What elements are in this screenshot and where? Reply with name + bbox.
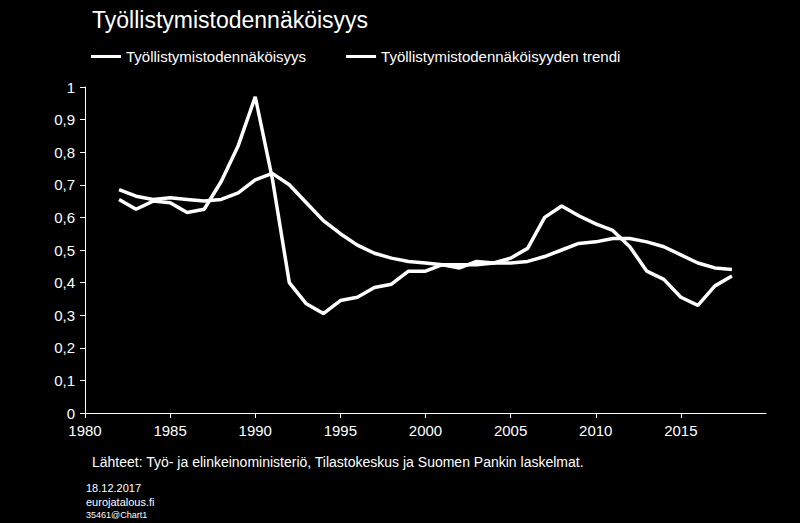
svg-text:0,9: 0,9 <box>54 111 75 128</box>
svg-text:Lähteet: Työ- ja elinkeinomini: Lähteet: Työ- ja elinkeinoministeriö, Ti… <box>92 454 584 470</box>
svg-text:Työllistymistodennäköisyys: Työllistymistodennäköisyys <box>126 48 306 65</box>
svg-text:1985: 1985 <box>153 422 186 439</box>
svg-text:1980: 1980 <box>68 422 101 439</box>
svg-text:0: 0 <box>67 405 75 422</box>
svg-text:2010: 2010 <box>579 422 612 439</box>
svg-text:Työllistymistodennäköisyys: Työllistymistodennäköisyys <box>92 7 368 33</box>
svg-text:2015: 2015 <box>664 422 697 439</box>
svg-text:0,7: 0,7 <box>54 176 75 193</box>
svg-text:0,4: 0,4 <box>54 274 75 291</box>
svg-text:35461@Chart1: 35461@Chart1 <box>86 510 147 520</box>
svg-text:0,6: 0,6 <box>54 209 75 226</box>
svg-text:2005: 2005 <box>494 422 527 439</box>
svg-text:0,2: 0,2 <box>54 339 75 356</box>
svg-text:0,3: 0,3 <box>54 307 75 324</box>
svg-text:2000: 2000 <box>409 422 442 439</box>
svg-text:eurojatalous.fi: eurojatalous.fi <box>86 496 155 508</box>
svg-text:0,8: 0,8 <box>54 144 75 161</box>
svg-text:1995: 1995 <box>324 422 357 439</box>
svg-text:1990: 1990 <box>239 422 272 439</box>
svg-text:Työllistymistodennäköisyyden t: Työllistymistodennäköisyyden trendi <box>381 48 620 65</box>
svg-text:1: 1 <box>67 79 75 96</box>
svg-text:18.12.2017: 18.12.2017 <box>86 482 141 494</box>
svg-text:0,1: 0,1 <box>54 372 75 389</box>
svg-text:0,5: 0,5 <box>54 242 75 259</box>
